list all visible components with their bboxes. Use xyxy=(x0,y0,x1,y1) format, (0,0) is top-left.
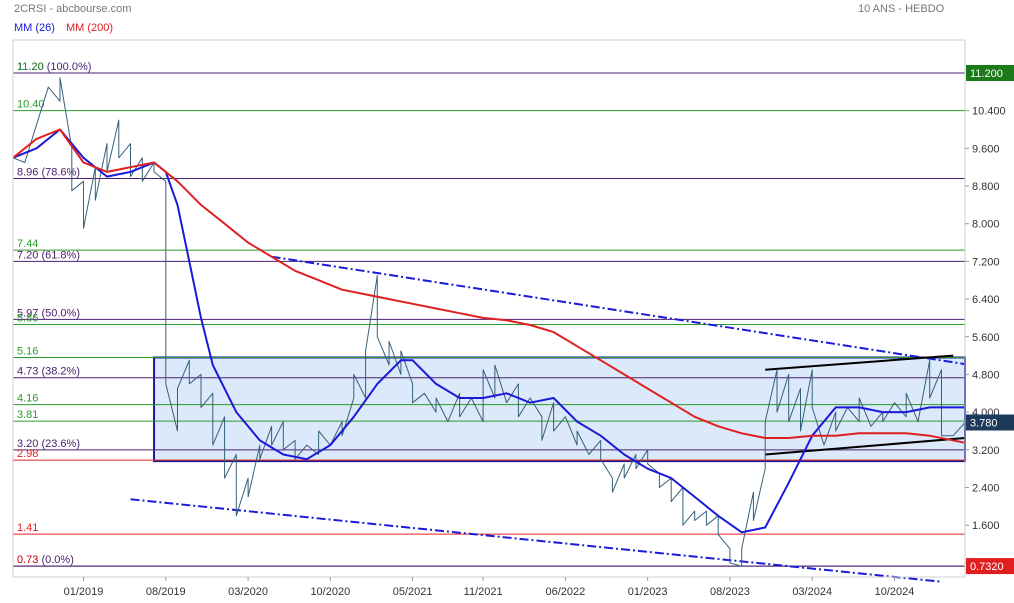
trendline-upper-downtrend xyxy=(271,255,966,366)
trendline-lower-downtrend xyxy=(130,498,942,583)
level-label-15: 0.73 (0.0%) xyxy=(17,554,74,566)
consolidation-box xyxy=(153,356,966,463)
plot-frame xyxy=(12,39,966,578)
level-label-12: 3.20 (23.6%) xyxy=(17,438,80,450)
legend-mm200: MM (200) xyxy=(66,22,114,34)
level-label-11: 3.81 xyxy=(17,409,38,421)
trendline-channel-bottom xyxy=(765,437,966,456)
price-tag-label-0: 11.200 xyxy=(970,68,1003,80)
y-tick-label-9: 3.200 xyxy=(972,445,1000,457)
price-tag-label-1: 3.780 xyxy=(970,417,998,429)
level-label-5: 7.20 (61.8%) xyxy=(17,249,80,261)
y-tick-label-2: 8.800 xyxy=(972,181,1000,193)
level-label-6: 5.97 (50.0%) xyxy=(17,307,80,319)
y-tick-label-3: 8.000 xyxy=(972,219,1000,231)
y-tick-label-0: 10.400 xyxy=(972,106,1006,118)
y-tick-label-7: 4.800 xyxy=(972,369,1000,381)
trendline-channel-top xyxy=(765,354,954,371)
level-label-0: 11.20 (100.0%) xyxy=(17,61,91,73)
series-price xyxy=(12,77,966,567)
series-mm-26 xyxy=(12,128,965,534)
y-tick-label-1: 9.600 xyxy=(972,143,1000,155)
x-tick-label-2: 03/2020 xyxy=(228,586,268,598)
price-tag-0 xyxy=(966,64,1014,81)
level-label-2: 10.40 xyxy=(17,99,45,111)
level-label-4: 7.44 xyxy=(17,238,38,250)
level-label-13: 2.98 xyxy=(17,448,38,460)
level-label-9: 4.73 (38.2%) xyxy=(17,366,80,378)
level-label-10: 4.16 xyxy=(17,393,38,405)
x-tick-label-9: 03/2024 xyxy=(792,586,832,598)
price-tag-1 xyxy=(966,414,1014,431)
price-tag-2 xyxy=(966,558,1014,575)
x-tick-label-4: 05/2021 xyxy=(393,586,433,598)
price-tag-label-2: 0.7320 xyxy=(970,561,1004,573)
series-mm-200 xyxy=(12,128,966,444)
x-tick-label-7: 01/2023 xyxy=(628,586,668,598)
x-tick-label-5: 11/2021 xyxy=(464,586,503,598)
level-label-7: 5.86 xyxy=(17,313,38,325)
x-tick-label-8: 08/2023 xyxy=(710,586,750,598)
y-tick-label-11: 1.600 xyxy=(972,520,1000,532)
y-tick-label-10: 2.400 xyxy=(972,483,1000,495)
level-label-8: 5.16 xyxy=(17,345,38,357)
level-label-1: 11.20 xyxy=(17,61,44,73)
x-tick-label-0: 01/2019 xyxy=(64,586,104,598)
x-tick-label-6: 06/2022 xyxy=(546,586,586,598)
level-label-14: 1.41 xyxy=(17,522,38,534)
level-label-3: 8.96 (78.6%) xyxy=(17,166,80,178)
x-tick-label-3: 10/2020 xyxy=(310,586,350,598)
level-label-16: 0.73 xyxy=(17,554,38,566)
y-tick-label-6: 5.600 xyxy=(972,332,1000,344)
legend-mm26: MM (26) xyxy=(14,22,55,34)
y-tick-label-4: 7.200 xyxy=(972,256,1000,268)
x-tick-label-10: 10/2024 xyxy=(875,586,915,598)
chart-source-title: 2CRSI - abcbourse.com xyxy=(14,3,132,15)
y-tick-label-5: 6.400 xyxy=(972,294,1000,306)
chart-period-label: 10 ANS - HEBDO xyxy=(858,3,945,15)
x-tick-label-1: 08/2019 xyxy=(146,586,186,598)
